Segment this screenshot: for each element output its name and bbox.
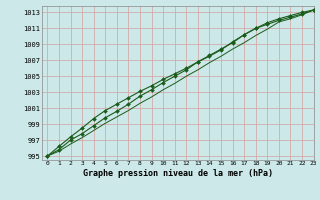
X-axis label: Graphe pression niveau de la mer (hPa): Graphe pression niveau de la mer (hPa) (83, 169, 273, 178)
